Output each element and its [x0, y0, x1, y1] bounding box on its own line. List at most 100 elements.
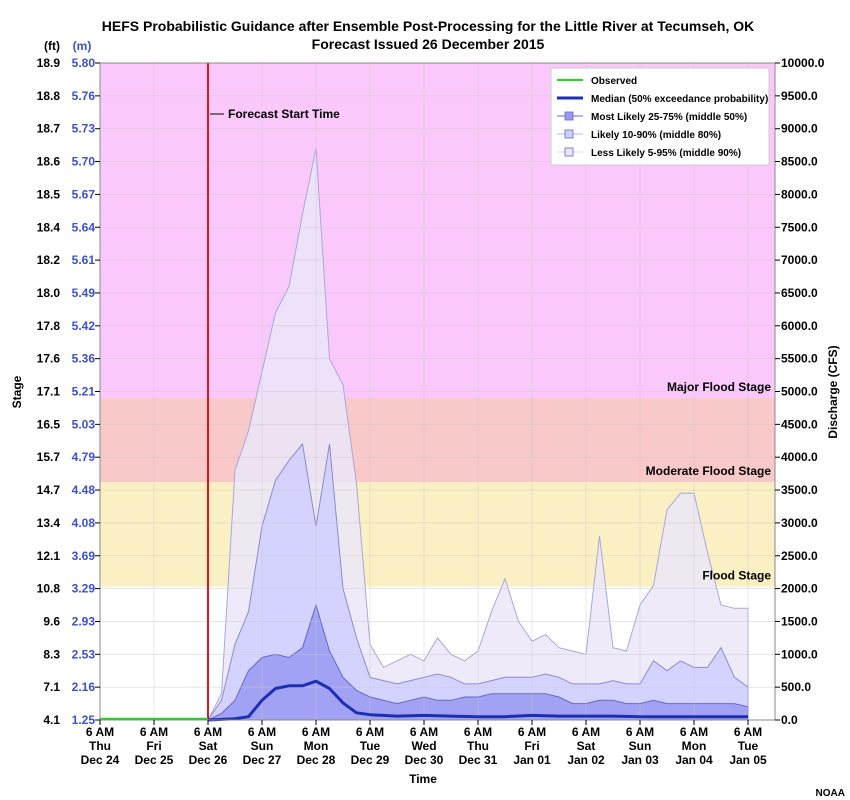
x-tick-date: Dec 24: [81, 753, 120, 767]
legend-label: Observed: [591, 76, 637, 87]
x-tick-date: Jan 05: [729, 753, 767, 767]
y-ft-tick-label: 7.1: [43, 680, 60, 694]
x-tick-day: Thu: [467, 739, 489, 753]
y-m-tick-label: 5.76: [72, 89, 96, 103]
y-axis-label-left: Stage: [10, 375, 24, 408]
y-ft-tick-label: 17.8: [37, 319, 61, 333]
y-ft-tick-label: 12.1: [37, 549, 61, 563]
forecast-start-label: Forecast Start Time: [228, 107, 340, 121]
grid-lines: [100, 63, 775, 720]
chart-subtitle: Forecast Issued 26 December 2015: [312, 36, 545, 52]
y-ft-tick-label: 10.8: [37, 582, 61, 596]
y-right-tick-label: 7000.0: [781, 253, 818, 267]
y-right-tick-label: 1500.0: [781, 614, 818, 628]
y-m-tick-label: 5.49: [72, 286, 96, 300]
x-tick-date: Dec 30: [405, 753, 444, 767]
flood-stage-label: Flood Stage: [702, 569, 771, 583]
x-tick-date: Jan 03: [621, 753, 659, 767]
x-tick-day: Fri: [524, 739, 539, 753]
legend-swatch-3: [564, 129, 574, 139]
y-m-tick-label: 5.03: [72, 417, 96, 431]
x-tick-time: 6 AM: [140, 725, 168, 739]
y-right-tick-label: 8500.0: [781, 155, 818, 169]
y-axis-label-right: Discharge (CFS): [826, 345, 840, 438]
y-m-tick-label: 2.93: [72, 614, 96, 628]
y-right-tick-label: 1000.0: [781, 647, 818, 661]
legend-label: Median (50% exceedance probability): [591, 94, 768, 105]
moderate-flood-stage-label: Moderate Flood Stage: [646, 464, 772, 478]
y-right-tick-label: 2000.0: [781, 582, 818, 596]
x-tick-time: 6 AM: [86, 725, 114, 739]
y-ft-tick-label: 18.4: [37, 220, 61, 234]
x-tick-time: 6 AM: [302, 725, 330, 739]
legend-box: [550, 67, 770, 166]
y-ft-tick-label: 17.6: [37, 352, 61, 366]
y-m-tick-label: 5.61: [72, 253, 96, 267]
y-right-tick-label: 7500.0: [781, 220, 818, 234]
y-right-tick-label: 4500.0: [781, 417, 818, 431]
y-right-tick-label: 3500.0: [781, 483, 818, 497]
x-tick-time: 6 AM: [464, 725, 492, 739]
axes: Flood Stage Moderate Flood Stage Major Flo…: [37, 56, 825, 767]
y-ft-tick-label: 8.3: [43, 647, 60, 661]
unit-ft-label: (ft): [44, 39, 60, 53]
y-ft-tick-label: 16.5: [37, 417, 61, 431]
y-right-tick-label: 2500.0: [781, 549, 818, 563]
y-m-tick-label: 3.29: [72, 582, 96, 596]
x-tick-day: Fri: [146, 739, 161, 753]
y-m-tick-label: 5.80: [72, 56, 96, 70]
x-tick-day: Sun: [251, 739, 274, 753]
x-tick-day: Sun: [629, 739, 652, 753]
y-m-tick-label: 4.08: [72, 516, 96, 530]
y-m-tick-label: 3.69: [72, 549, 96, 563]
x-tick-day: Sat: [577, 739, 596, 753]
x-tick-date: Dec 25: [135, 753, 174, 767]
y-right-tick-label: 6000.0: [781, 319, 818, 333]
x-tick-day: Tue: [738, 739, 759, 753]
y-right-tick-label: 5500.0: [781, 352, 818, 366]
x-tick-date: Dec 27: [243, 753, 282, 767]
series-lines: Forecast Start Time: [100, 63, 748, 722]
major-flood-stage-label: Major Flood Stage: [667, 380, 771, 394]
x-tick-date: Jan 01: [513, 753, 551, 767]
y-ft-tick-label: 13.4: [37, 516, 61, 530]
y-right-tick-label: 8000.0: [781, 187, 818, 201]
x-tick-date: Jan 04: [675, 753, 713, 767]
y-ft-tick-label: 18.0: [37, 286, 61, 300]
y-ft-tick-label: 14.7: [37, 483, 61, 497]
y-m-tick-label: 5.67: [72, 187, 96, 201]
y-right-tick-label: 10000.0: [781, 56, 825, 70]
legend-swatch-2: [564, 111, 574, 121]
y-ft-tick-label: 18.2: [37, 253, 61, 267]
y-ft-tick-label: 9.6: [43, 614, 60, 628]
y-ft-tick-label: 17.1: [37, 385, 61, 399]
x-tick-date: Dec 28: [297, 753, 336, 767]
x-tick-day: Sat: [199, 739, 218, 753]
y-m-tick-label: 2.16: [72, 680, 96, 694]
x-axis-label: Time: [409, 772, 437, 786]
y-m-tick-label: 4.79: [72, 450, 96, 464]
legend-swatch-4: [564, 147, 574, 157]
moderate-flood-stage-zone: [100, 398, 775, 483]
x-tick-time: 6 AM: [194, 725, 222, 739]
x-tick-day: Wed: [411, 739, 436, 753]
x-tick-date: Dec 26: [189, 753, 228, 767]
y-right-tick-label: 6500.0: [781, 286, 818, 300]
y-right-tick-label: 5000.0: [781, 385, 818, 399]
legend-label: Most Likely 25-75% (middle 50%): [591, 112, 747, 123]
y-ft-tick-label: 18.6: [37, 155, 61, 169]
legend-label: Likely 10-90% (middle 80%): [591, 130, 721, 141]
y-m-tick-label: 2.53: [72, 647, 96, 661]
x-tick-date: Dec 29: [351, 753, 390, 767]
y-right-tick-label: 4000.0: [781, 450, 818, 464]
y-m-tick-label: 5.36: [72, 352, 96, 366]
unit-m-label: (m): [73, 39, 92, 53]
x-tick-time: 6 AM: [572, 725, 600, 739]
y-ft-tick-label: 18.9: [37, 56, 61, 70]
noaa-credit: NOAA: [816, 788, 845, 799]
x-tick-day: Mon: [682, 739, 707, 753]
y-m-tick-label: 1.25: [72, 713, 96, 727]
x-tick-time: 6 AM: [410, 725, 438, 739]
x-tick-time: 6 AM: [734, 725, 762, 739]
x-tick-time: 6 AM: [680, 725, 708, 739]
